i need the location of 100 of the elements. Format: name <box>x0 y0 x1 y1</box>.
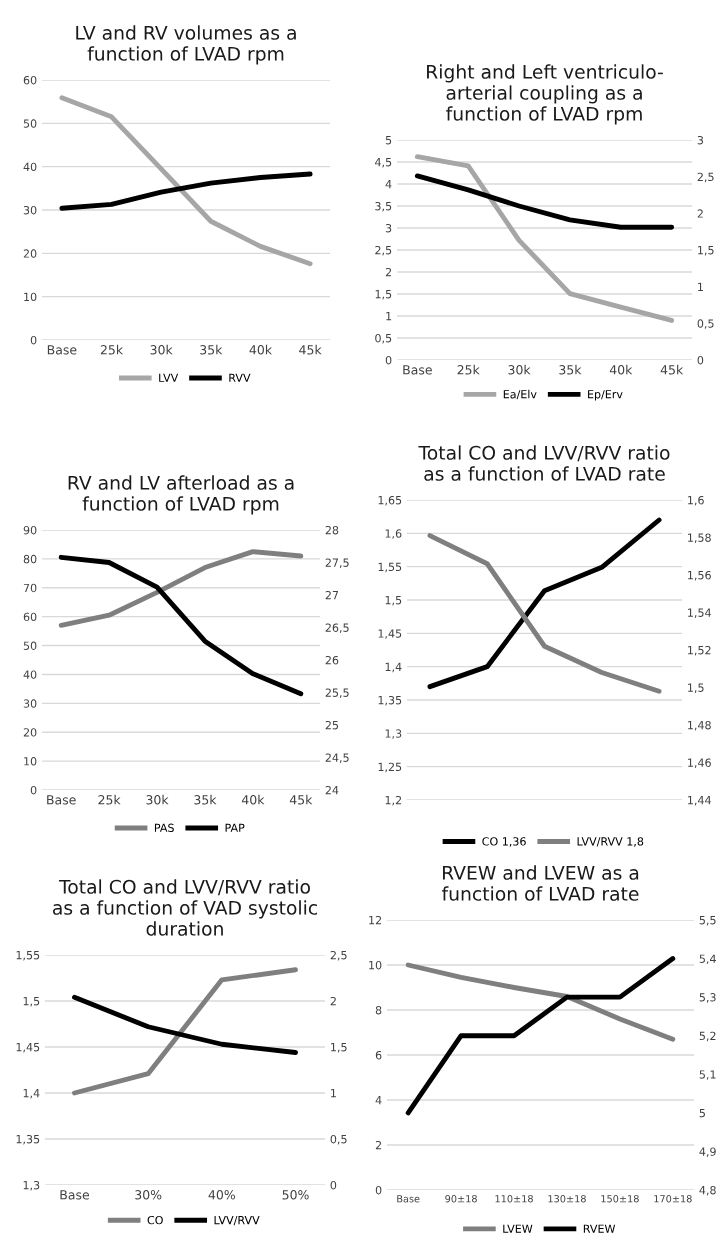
x-tick-label: 110±18 <box>495 1195 533 1203</box>
y-tick-label: 1,45 <box>16 1043 40 1053</box>
y2-tick-label: 0,5 <box>330 1134 347 1145</box>
y-tick-label: 5 <box>385 136 392 145</box>
y-tick-label: 1,55 <box>16 951 40 961</box>
y2-tick-label: 3 <box>697 135 704 145</box>
x-tick-label: 40k <box>241 794 265 805</box>
line-series <box>59 171 313 211</box>
y-tick-label: 70 <box>23 583 37 593</box>
x-tick-label: 50% <box>282 1190 309 1200</box>
y-tick-label: 1,5 <box>385 596 402 606</box>
x-tick-label: 25k <box>100 344 124 355</box>
y2-tick-label: 24 <box>325 785 339 795</box>
y2-tick-label: 2,5 <box>697 172 714 183</box>
y-tick-label: 3,5 <box>375 201 392 212</box>
x-tick-label: 40% <box>208 1190 236 1200</box>
chart-title: Total CO and LVV/RVV ratio as a function of LVAD rate <box>418 445 670 481</box>
legend-label: Ep/Erv <box>588 390 623 401</box>
y-tick-label: 1,45 <box>378 629 402 639</box>
x-tick-label: 45k <box>660 364 684 375</box>
y-tick-label: 20 <box>23 249 37 258</box>
y-tick-label: 60 <box>23 75 37 85</box>
legend-label: CO 1,36 <box>482 837 526 847</box>
y-tick-label: 2 <box>375 1140 382 1150</box>
y-tick-label: 2,5 <box>375 245 392 256</box>
x-tick-label: 25k <box>98 794 121 805</box>
y2-tick-label: 5,3 <box>699 993 716 1003</box>
legend-label: LVV/RVV 1,8 <box>577 837 644 847</box>
y2-tick-label: 24,5 <box>325 753 349 764</box>
chart-title: RV and LV afterload as a function of LVAD rpm <box>68 475 294 515</box>
y-tick-label: 12 <box>369 915 382 925</box>
y-tick-label: 2 <box>385 267 392 277</box>
y2-tick-label: 25,5 <box>325 688 349 699</box>
y2-tick-label: 1,5 <box>698 246 714 256</box>
y-tick-label: 40 <box>23 670 37 679</box>
y2-tick-label: 26,5 <box>325 623 349 634</box>
x-tick-label: 35k <box>194 794 217 805</box>
y-tick-label: 3 <box>385 223 392 233</box>
y-tick-label: 10 <box>369 960 382 970</box>
y-tick-label: 4 <box>375 1096 382 1105</box>
y2-tick-label: 1,52 <box>688 645 711 656</box>
y2-tick-label: 26 <box>325 655 339 665</box>
y-tick-label: 0 <box>30 785 37 795</box>
y-tick-label: 1,3 <box>385 729 402 739</box>
y-tick-label: 10 <box>24 292 37 302</box>
x-tick-label: 40k <box>609 364 633 375</box>
y-tick-label: 50 <box>23 641 37 650</box>
x-tick-label: Base <box>47 795 76 805</box>
y-tick-label: 1,35 <box>378 695 402 706</box>
y-tick-label: 90 <box>23 525 37 535</box>
x-tick-label: 25k <box>457 364 480 375</box>
line-series <box>405 962 676 1042</box>
legend-label: RVV <box>229 373 251 382</box>
legend-label: PAS <box>154 823 174 832</box>
y-tick-label: 1,25 <box>378 762 402 773</box>
legend-label: Ea/Elv <box>503 389 537 400</box>
line-series <box>58 554 304 697</box>
y2-tick-label: 2 <box>330 996 336 1006</box>
y2-tick-label: 0 <box>330 1180 337 1190</box>
y2-tick-label: 1 <box>331 1089 336 1098</box>
y-tick-label: 1,35 <box>16 1134 40 1145</box>
legend-label: LVV/RVV <box>214 1216 260 1226</box>
y2-tick-label: 1,48 <box>688 720 711 731</box>
y-tick-label: 0,5 <box>375 333 392 344</box>
y2-tick-label: 4,8 <box>699 1185 716 1196</box>
chart-title: LV and RV volumes as a function of LVAD rpm <box>76 25 296 65</box>
y-tick-label: 1 <box>386 312 392 321</box>
y2-tick-label: 2 <box>697 209 703 218</box>
y-tick-label: 1,4 <box>385 662 402 673</box>
y2-tick-label: 4,9 <box>699 1147 716 1157</box>
y2-tick-label: 1,54 <box>688 608 711 619</box>
y2-tick-label: 5,4 <box>699 954 716 965</box>
y-tick-label: 1,55 <box>378 562 402 573</box>
y2-tick-label: 5,5 <box>699 916 716 926</box>
x-tick-label: 35k <box>200 344 223 355</box>
x-tick-label: 40k <box>249 344 273 355</box>
y-tick-label: 50 <box>23 119 37 128</box>
y-tick-label: 80 <box>23 554 37 564</box>
x-tick-label: 90±18 <box>445 1195 477 1203</box>
line-series <box>72 967 298 1096</box>
line-series <box>405 956 676 1116</box>
chart-title: Right and Left ventriculo- arterial coupling as a function of LVAD rpm <box>427 64 663 125</box>
y-tick-label: 1,6 <box>385 529 402 539</box>
y-tick-label: 1,5 <box>23 997 40 1007</box>
y2-tick-label: 5,2 <box>699 1031 716 1042</box>
y-tick-label: 1,4 <box>23 1089 40 1099</box>
legend-label: LVV <box>159 373 179 382</box>
line-series <box>59 95 313 267</box>
x-tick-label: Base <box>397 1195 420 1203</box>
legend-label: CO <box>147 1215 163 1225</box>
y2-tick-label: 28 <box>325 525 339 535</box>
y-tick-label: 60 <box>23 612 37 622</box>
y-tick-label: 4,5 <box>375 158 392 168</box>
y-tick-label: 1,65 <box>378 495 402 506</box>
x-tick-label: 30k <box>146 794 169 805</box>
x-tick-label: 170±18 <box>654 1195 692 1203</box>
chart-title: RVEW and LVEW as a function of LVAD rate <box>441 865 639 901</box>
x-tick-label: 35k <box>559 364 582 375</box>
y2-tick-label: 27,5 <box>325 558 349 569</box>
x-tick-label: Base <box>403 365 432 375</box>
